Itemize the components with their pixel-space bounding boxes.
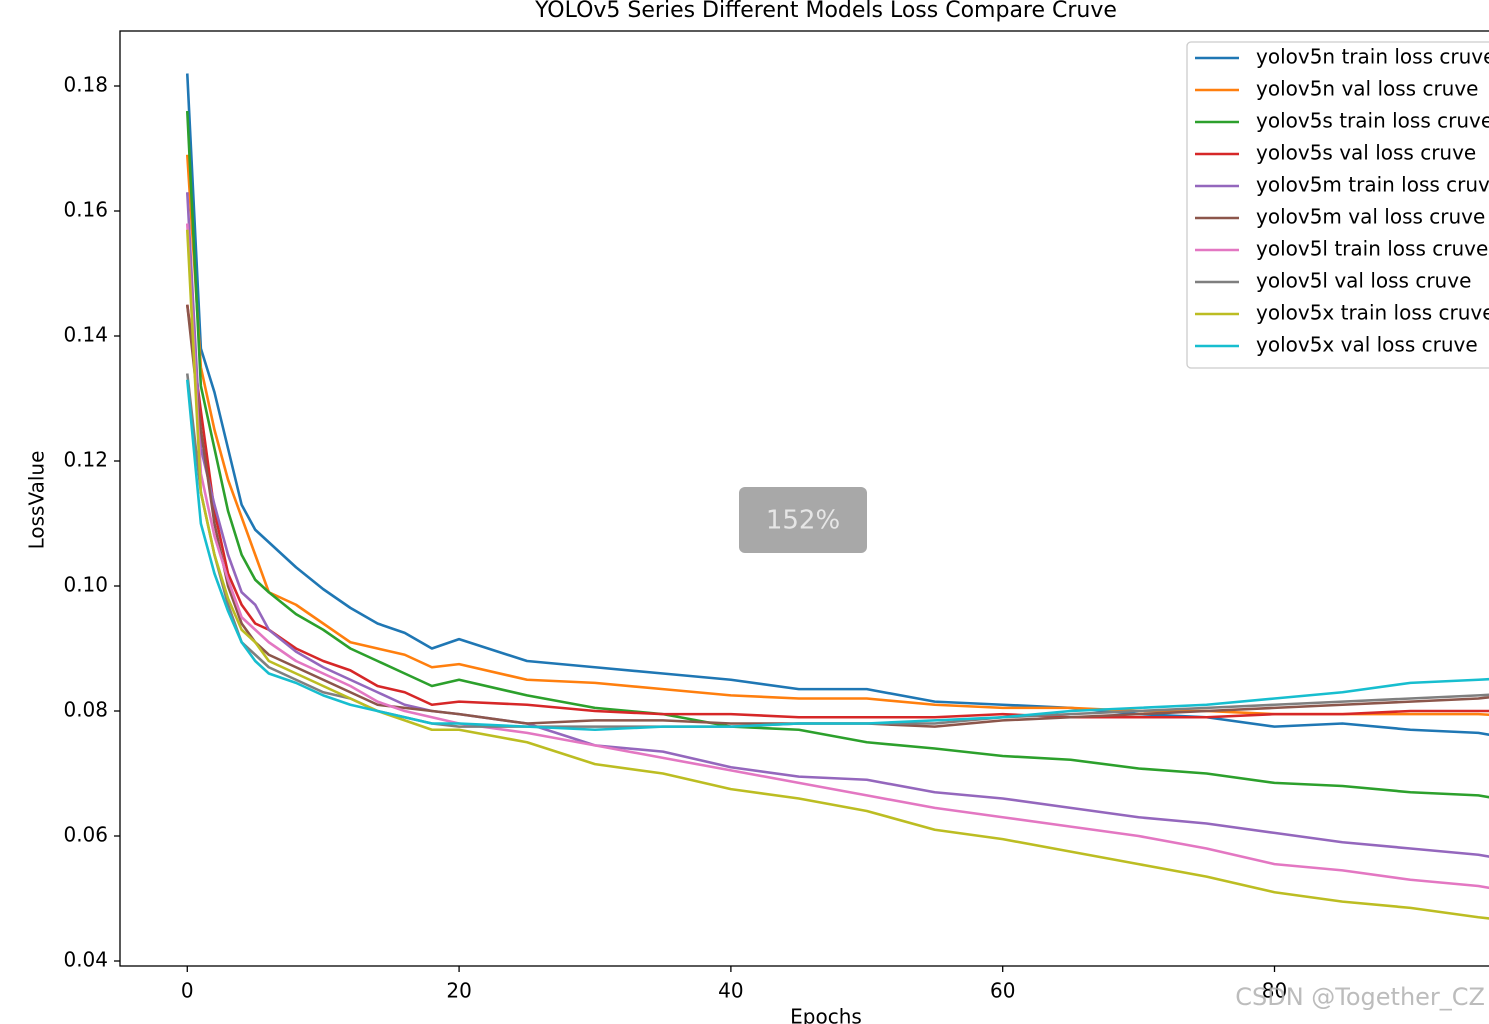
series-line bbox=[185, 192, 1489, 858]
plot-frame bbox=[119, 30, 1489, 967]
y-tick-label: 0.14 bbox=[63, 323, 108, 347]
legend-label: yolov5m train loss cruve bbox=[1256, 173, 1489, 197]
y-tick-label: 0.12 bbox=[63, 448, 108, 472]
y-axis-label: LossValue bbox=[25, 451, 49, 550]
series-line bbox=[185, 304, 1489, 719]
y-tick-label: 0.18 bbox=[63, 73, 108, 97]
legend-label: yolov5l val loss cruve bbox=[1256, 269, 1471, 293]
series-line bbox=[185, 373, 1489, 728]
legend-label: yolov5n val loss cruve bbox=[1256, 77, 1479, 101]
legend-label: yolov5x val loss cruve bbox=[1256, 333, 1478, 357]
y-tick-label: 0.08 bbox=[63, 698, 108, 722]
legend-box bbox=[1186, 41, 1489, 369]
legend-label: yolov5n train loss cruve bbox=[1256, 45, 1489, 69]
series-line bbox=[185, 229, 1489, 920]
x-tick-label: 80 bbox=[1262, 979, 1287, 1003]
x-tick-label: 60 bbox=[990, 979, 1015, 1003]
watermark: CSDN @Together_CZ bbox=[1235, 983, 1485, 1011]
chart-title: YOLOv5 Series Different Models Loss Comp… bbox=[534, 0, 1117, 23]
y-tick-label: 0.06 bbox=[63, 823, 108, 847]
y-tick-label: 0.04 bbox=[63, 948, 108, 972]
x-tick-label: 20 bbox=[446, 979, 471, 1003]
x-tick-label: 0 bbox=[181, 979, 194, 1003]
series-line bbox=[185, 73, 1489, 737]
x-tick-label: 40 bbox=[718, 979, 743, 1003]
series-line bbox=[185, 110, 1489, 799]
legend-label: yolov5s val loss cruve bbox=[1256, 141, 1476, 165]
series-line bbox=[185, 379, 1489, 732]
zoom-indicator-box bbox=[739, 487, 867, 553]
series-line bbox=[185, 223, 1489, 890]
y-tick-label: 0.16 bbox=[63, 198, 108, 222]
legend-label: yolov5m val loss cruve bbox=[1256, 205, 1485, 229]
y-tick-label: 0.10 bbox=[63, 573, 108, 597]
legend-label: yolov5l train loss cruve bbox=[1256, 237, 1488, 261]
x-axis-label: Epochs bbox=[790, 1005, 862, 1024]
legend-label: yolov5s train loss cruve bbox=[1256, 109, 1489, 133]
zoom-indicator: 152% bbox=[766, 506, 840, 536]
legend-label: yolov5x train loss cruve bbox=[1256, 301, 1489, 325]
